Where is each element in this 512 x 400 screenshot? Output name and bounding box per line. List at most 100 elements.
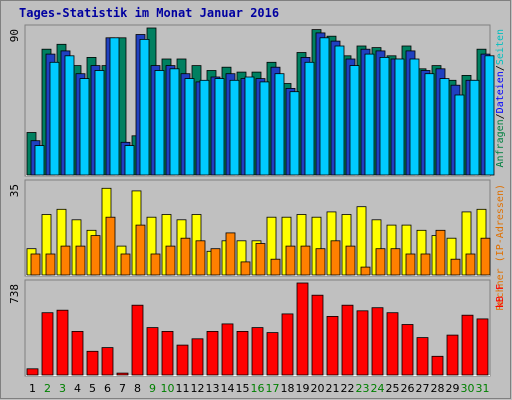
bar-middle-s1-day-18	[285, 245, 296, 276]
bar-top-s2-day-7	[124, 145, 135, 176]
day-label-7: 7	[119, 382, 126, 395]
bar-bottom-s0-day-15	[236, 330, 249, 376]
max-label-middle: 35	[8, 184, 21, 197]
bar-middle-s1-day-9	[150, 253, 161, 276]
bar-top-s2-day-29	[454, 94, 465, 176]
bar-top-s2-day-24	[379, 57, 390, 176]
bar-bottom-s0-day-19	[296, 282, 309, 376]
bar-middle-s1-day-12	[195, 240, 206, 276]
legend-middle: Rechner (IP-Adressen)	[495, 184, 506, 310]
bar-middle-s1-day-10	[165, 245, 176, 276]
bar-bottom-s0-day-5	[86, 350, 99, 376]
bar-top-s2-day-17	[274, 73, 285, 176]
bar-bottom-s0-day-7	[116, 372, 129, 376]
day-label-2: 2	[44, 382, 51, 395]
bar-bottom-s0-day-26	[401, 324, 414, 376]
bar-top-s2-day-4	[79, 78, 90, 176]
day-label-8: 8	[134, 382, 141, 395]
bar-bottom-s0-day-11	[176, 344, 189, 376]
bar-middle-s0-day-23	[356, 206, 367, 276]
bar-top-s2-day-2	[49, 61, 60, 176]
bar-middle-s1-day-13	[210, 248, 221, 276]
bar-middle-s1-day-6	[105, 216, 116, 276]
day-label-28: 28	[431, 382, 445, 395]
max-label-bottom: 738	[8, 284, 21, 304]
day-label-14: 14	[221, 382, 235, 395]
bar-top-s2-day-13	[214, 78, 225, 176]
legend-part-top-2: Dateien	[495, 71, 506, 113]
bar-bottom-s0-day-22	[341, 304, 354, 376]
bar-top-s2-day-21	[334, 45, 345, 176]
bar-bottom-s0-day-29	[446, 334, 459, 376]
bar-bottom-s0-day-14	[221, 323, 234, 376]
bar-middle-s1-day-2	[45, 253, 56, 276]
day-label-24: 24	[371, 382, 385, 395]
bar-middle-s1-day-5	[90, 235, 101, 276]
bar-bottom-s0-day-3	[56, 309, 69, 376]
bar-middle-s1-day-1	[30, 253, 41, 276]
bar-middle-s1-day-30	[465, 253, 476, 276]
bar-bottom-s0-day-4	[71, 330, 84, 376]
bar-middle-s1-day-24	[375, 248, 386, 276]
day-label-30: 30	[461, 382, 475, 395]
bar-bottom-s0-day-18	[281, 313, 294, 376]
bar-bottom-s0-day-23	[356, 310, 369, 376]
bar-top-s2-day-30	[469, 79, 480, 176]
day-label-16: 16	[251, 382, 265, 395]
bar-top-s2-day-1	[34, 145, 45, 176]
bar-top-s2-day-10	[169, 68, 180, 176]
legend-bottom: kB F	[495, 284, 506, 308]
bar-bottom-s0-day-8	[131, 304, 144, 376]
bar-middle-s1-day-27	[420, 253, 431, 276]
bar-middle-s1-day-28	[435, 229, 446, 276]
day-label-29: 29	[446, 382, 460, 395]
bar-middle-s1-day-15	[240, 261, 251, 276]
day-label-10: 10	[161, 382, 175, 395]
panel-middle: 35 Rechner (IP-Adressen)	[8, 179, 506, 310]
legend-part-top-3: /	[495, 65, 506, 71]
day-label-21: 21	[326, 382, 340, 395]
bar-middle-s1-day-26	[405, 253, 416, 276]
bar-top-s2-day-27	[424, 73, 435, 176]
day-label-22: 22	[341, 382, 355, 395]
bar-middle-s1-day-19	[300, 245, 311, 276]
bar-bottom-s0-day-27	[416, 337, 429, 376]
bar-middle-s1-day-23	[360, 266, 371, 276]
bar-bottom-s0-day-10	[161, 330, 174, 376]
day-label-12: 12	[191, 382, 205, 395]
bar-top-s2-day-8	[139, 39, 150, 176]
bar-top-s2-day-12	[199, 79, 210, 176]
bar-bottom-s0-day-12	[191, 338, 204, 376]
bar-middle-s1-day-7	[120, 253, 131, 276]
bar-bottom-s0-day-21	[326, 315, 339, 376]
bar-bottom-s0-day-9	[146, 327, 159, 376]
bar-middle-s1-day-8	[135, 224, 146, 276]
day-label-15: 15	[236, 382, 250, 395]
max-label-top: 90	[8, 29, 21, 42]
bar-middle-s1-day-16	[255, 243, 266, 276]
day-label-5: 5	[89, 382, 96, 395]
chart-title: Tages-Statistik im Monat Januar 2016	[19, 6, 279, 20]
bar-top-s2-day-5	[94, 70, 105, 176]
day-label-1: 1	[29, 382, 36, 395]
bar-middle-s1-day-14	[225, 232, 236, 276]
bar-middle-s1-day-22	[345, 245, 356, 276]
bar-middle-s1-day-17	[270, 258, 281, 276]
day-label-18: 18	[281, 382, 295, 395]
legend-part-middle-0: Rechner (IP-Adressen)	[495, 184, 506, 310]
day-label-31: 31	[476, 382, 490, 395]
bar-middle-s1-day-20	[315, 248, 326, 276]
day-label-13: 13	[206, 382, 220, 395]
bar-top-s2-day-3	[64, 55, 75, 176]
day-label-26: 26	[401, 382, 415, 395]
bar-top-s2-day-9	[154, 70, 165, 176]
bar-bottom-s0-day-13	[206, 330, 219, 376]
bar-middle-s1-day-21	[330, 240, 341, 276]
bar-top-s2-day-23	[364, 53, 375, 176]
bar-top-s2-day-14	[229, 79, 240, 176]
